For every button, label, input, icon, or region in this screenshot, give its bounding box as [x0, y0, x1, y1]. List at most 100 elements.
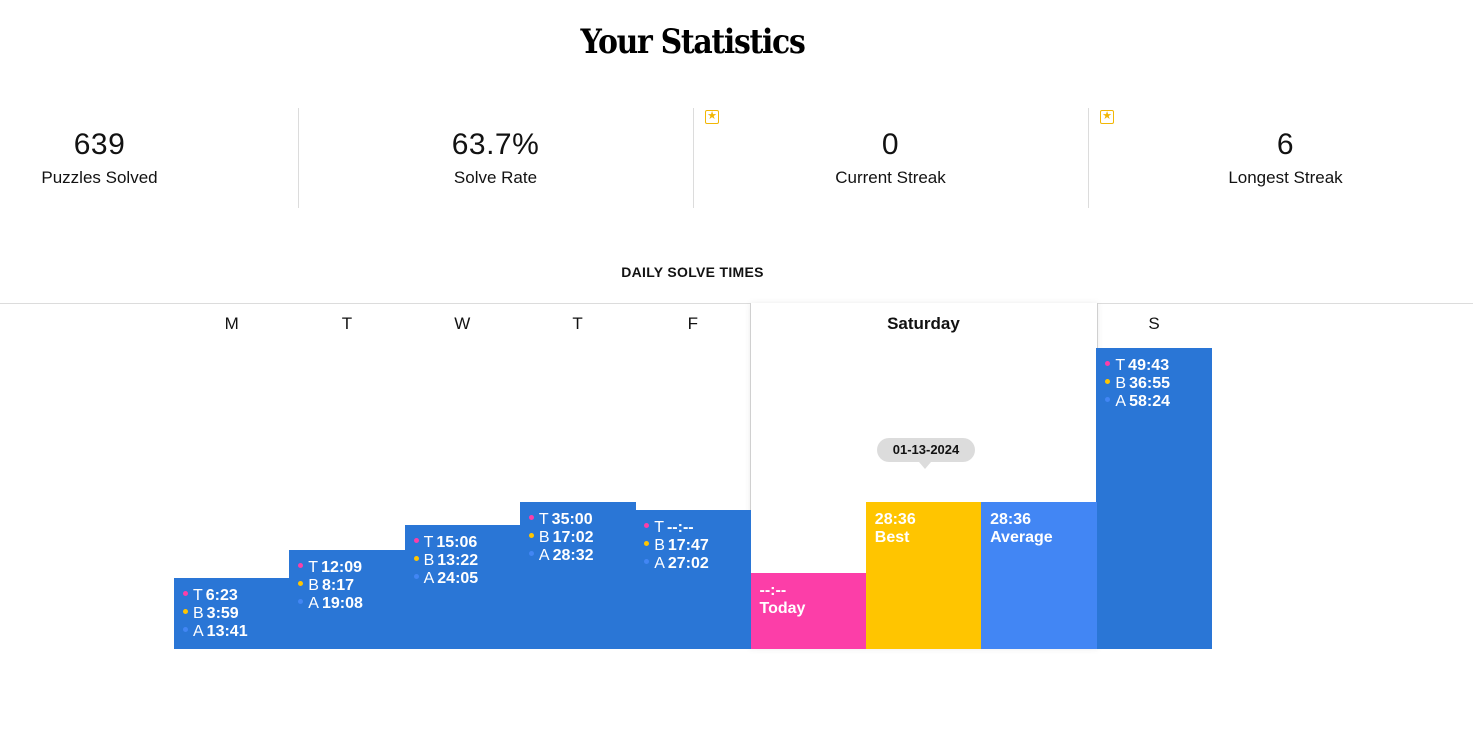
stat-current-streak: 0 Current Streak	[693, 108, 1088, 208]
time-value: 27:02	[667, 555, 709, 572]
day-label[interactable]: T	[341, 314, 353, 333]
stat-value: 0	[881, 128, 900, 161]
series-dot	[183, 609, 188, 615]
time-line: T 6:23	[183, 587, 238, 605]
day-label[interactable]: Saturday	[887, 314, 960, 333]
stat-value: 63.7%	[451, 128, 540, 161]
time-value: 28:36	[874, 511, 916, 528]
day-label[interactable]: W	[454, 314, 471, 333]
day-label[interactable]: S	[1148, 314, 1160, 333]
best-date-tooltip: 01-13-2024	[877, 438, 975, 469]
series-key: T	[654, 519, 664, 536]
day-bar[interactable]: T 49:43 B 36:55 A 58:24	[1096, 348, 1213, 649]
stat-longest-streak: 6 Longest Streak	[1088, 108, 1473, 208]
day-bar[interactable]: T 35:00 B 17:02 A 28:32	[519, 502, 636, 649]
time-line: A 27:02	[644, 555, 709, 573]
time-value: 12:09	[321, 559, 362, 576]
time-value: 6:23	[205, 587, 238, 604]
average-bar[interactable]: 28:36 Average	[981, 502, 1097, 649]
series-dot	[183, 627, 188, 633]
series-dot	[644, 523, 650, 529]
series-key: B	[538, 529, 550, 546]
chart-title: DAILY SOLVE TIMES	[621, 264, 764, 280]
time-line: B 13:22	[413, 552, 479, 570]
time-line: T 35:00	[528, 511, 593, 529]
day-bar[interactable]: T --:-- B 17:47 A 27:02	[635, 510, 751, 649]
time-value: 15:06	[436, 534, 478, 551]
series-key: A	[423, 570, 435, 587]
time-line: B 8:17	[298, 577, 354, 595]
stat-divider	[1088, 108, 1089, 208]
stat-value: 6	[1276, 128, 1295, 161]
day-bar[interactable]: T 6:23 B 3:59 A 13:41	[174, 578, 290, 649]
time-line: A 24:05	[413, 570, 479, 588]
page-title: Your Statistics	[580, 22, 806, 62]
stat-label: Longest Streak	[1228, 168, 1343, 187]
series-key: B	[193, 605, 204, 622]
star-icon: ★	[1100, 110, 1114, 124]
time-value: 28:32	[552, 547, 594, 564]
time-value: --:--	[759, 582, 787, 599]
series-key: T	[423, 534, 434, 551]
time-line: B 17:02	[528, 529, 594, 547]
time-value: 17:02	[552, 529, 594, 546]
stat-value: 639	[73, 128, 126, 161]
time-value: 13:22	[437, 552, 479, 569]
series-key: B	[308, 577, 319, 594]
series-dot	[298, 581, 304, 587]
time-line: T 15:06	[413, 534, 478, 552]
stat-label: Solve Rate	[453, 168, 538, 187]
time-line: T 49:43	[1105, 357, 1169, 375]
today-bar[interactable]: --:-- Today	[750, 573, 867, 649]
series-key: B	[1115, 375, 1127, 392]
time-value: 58:24	[1129, 393, 1170, 410]
series-dot	[298, 563, 304, 569]
time-line: T 12:09	[298, 559, 362, 577]
series-dot	[413, 574, 419, 580]
time-line: A 19:08	[298, 595, 363, 613]
time-line: B 17:47	[644, 537, 709, 555]
time-label: Today	[759, 600, 806, 617]
time-line: T --:--	[644, 519, 694, 537]
time-line: B 36:55	[1105, 375, 1170, 393]
stat-label: Current Streak	[835, 168, 946, 187]
star-icon: ★	[705, 110, 719, 124]
day-bar[interactable]: T 12:09 B 8:17 A 19:08	[289, 550, 406, 649]
stat-label: Puzzles Solved	[41, 168, 158, 187]
time-value: 17:47	[667, 537, 709, 554]
time-value: 28:36	[990, 511, 1032, 528]
best-bar[interactable]: 28:36 Best	[865, 502, 982, 649]
day-label[interactable]: T	[572, 314, 583, 333]
series-key: T	[193, 587, 203, 604]
time-label: Average	[990, 529, 1053, 546]
series-key: A	[538, 547, 550, 564]
series-dot	[183, 591, 188, 597]
series-dot	[644, 559, 650, 565]
day-label[interactable]: M	[224, 314, 239, 333]
series-key: A	[1115, 393, 1127, 410]
time-value: --:--	[666, 519, 694, 536]
series-dot	[644, 541, 650, 547]
series-dot	[413, 556, 419, 562]
stat-divider	[693, 108, 694, 208]
time-line: A 28:32	[528, 547, 594, 565]
series-key: A	[308, 595, 319, 612]
time-value: 36:55	[1129, 375, 1170, 392]
series-dot	[298, 599, 304, 605]
stat-puzzles-solved: 639 Puzzles Solved	[0, 108, 297, 208]
day-bar[interactable]: T 15:06 B 13:22 A 24:05	[404, 525, 521, 649]
time-line: A 13:41	[183, 623, 248, 641]
stat-solve-rate: 63.7% Solve Rate	[298, 108, 693, 208]
stat-divider	[298, 108, 299, 208]
series-key: T	[538, 511, 549, 528]
time-line: B 3:59	[183, 605, 239, 623]
series-dot	[528, 533, 534, 539]
series-key: B	[423, 552, 435, 569]
series-key: A	[193, 623, 204, 640]
time-value: 35:00	[551, 511, 593, 528]
series-dot	[1105, 361, 1111, 367]
time-value: 24:05	[437, 570, 479, 587]
time-value: 13:41	[206, 623, 248, 640]
series-dot	[528, 551, 534, 557]
day-label[interactable]: F	[687, 314, 699, 333]
